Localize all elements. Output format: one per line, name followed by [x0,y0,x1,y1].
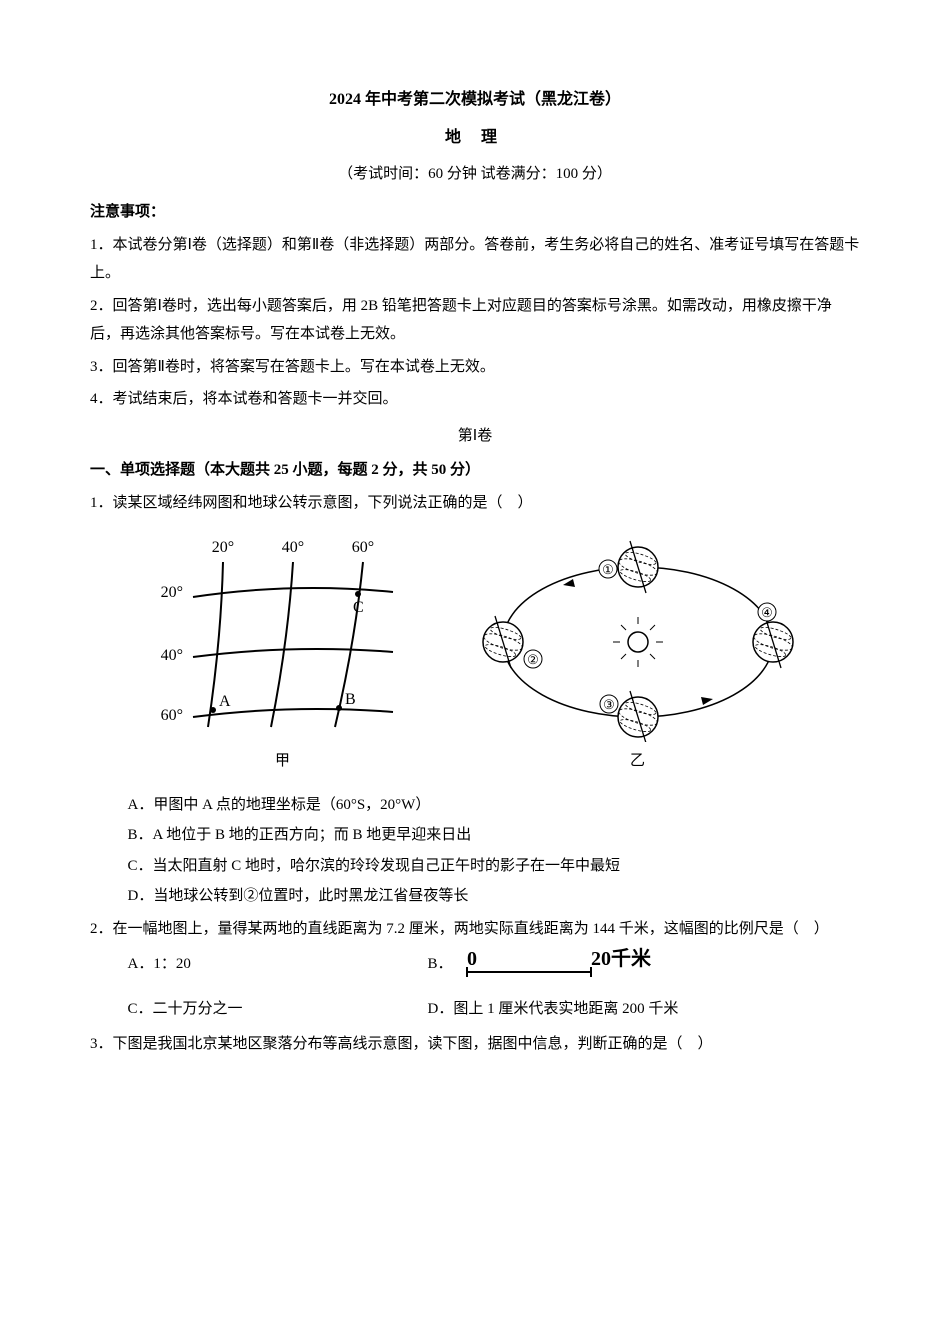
notice-item: 3．回答第Ⅱ卷时，将答案写在答题卡上。写在本试卷上无效。 [90,353,860,382]
question-1-stem: 1．读某区域经纬网图和地球公转示意图，下列说法正确的是（ ） [90,489,860,518]
q1-option-a: A．甲图中 A 点的地理坐标是（60°S，20°W） [128,791,861,820]
grid-diagram-caption: 甲 [275,747,290,776]
notice-item: 4．考试结束后，将本试卷和答题卡一并交回。 [90,385,860,414]
question-2-stem: 2．在一幅地图上，量得某两地的直线距离为 7.2 厘米，两地实际直线距离为 14… [90,915,860,944]
notice-heading: 注意事项： [90,198,860,227]
q2-option-d: D．图上 1 厘米代表实地距离 200 千米 [428,995,679,1024]
svg-text:①: ① [602,562,614,577]
svg-text:C: C [353,599,364,616]
svg-text:20千米: 20千米 [591,947,652,970]
q2-options-row2: C．二十万分之一 D．图上 1 厘米代表实地距离 200 千米 [128,995,861,1024]
exam-title: 2024 年中考第二次模拟考试（黑龙江卷） [90,85,860,115]
subject-title: 地 理 [90,123,860,153]
exam-info: （考试时间：60 分钟 试卷满分：100 分） [90,160,860,189]
grid-diagram-svg: 20° 40° 60° 20° 40° 60° C A B [153,532,413,742]
svg-text:20°: 20° [211,539,233,556]
question-1-figures: 20° 40° 60° 20° 40° 60° C A B 甲 [120,532,830,776]
svg-text:40°: 40° [160,647,182,664]
part-label: 第Ⅰ卷 [90,422,860,451]
svg-text:②: ② [527,652,539,667]
svg-text:60°: 60° [351,539,373,556]
svg-text:40°: 40° [281,539,303,556]
svg-text:0: 0 [467,948,477,970]
svg-text:④: ④ [761,605,773,620]
q2-options-row1: A．1：20 B． 0 20千米 [128,947,861,981]
q1-option-d: D．当地球公转到②位置时，此时黑龙江省昼夜等长 [128,882,861,911]
svg-text:60°: 60° [160,707,182,724]
q2-option-b: B． 0 20千米 [428,947,661,981]
svg-text:③: ③ [603,697,615,712]
svg-text:20°: 20° [160,584,182,601]
svg-text:A: A [219,693,231,710]
svg-text:B: B [345,691,356,708]
scale-bar-svg: 0 20千米 [461,947,661,981]
orbit-diagram-caption: 乙 [630,747,645,776]
notice-item: 1．本试卷分第Ⅰ卷（选择题）和第Ⅱ卷（非选择题）两部分。答卷前，考生务必将自己的… [90,231,860,288]
q2-option-c: C．二十万分之一 [128,995,428,1024]
q1-option-c: C．当太阳直射 C 地时，哈尔滨的玲玲发现自己正午时的影子在一年中最短 [128,852,861,881]
q2-option-a: A．1：20 [128,950,428,979]
grid-diagram: 20° 40° 60° 20° 40° 60° C A B 甲 [153,532,413,776]
section-title: 一、单项选择题（本大题共 25 小题，每题 2 分，共 50 分） [90,456,860,485]
q1-option-b: B．A 地位于 B 地的正西方向；而 B 地更早迎来日出 [128,821,861,850]
notice-item: 2．回答第Ⅰ卷时，选出每小题答案后，用 2B 铅笔把答题卡上对应题目的答案标号涂… [90,292,860,349]
question-3-stem: 3．下图是我国北京某地区聚落分布等高线示意图，读下图，据图中信息，判断正确的是（… [90,1030,860,1059]
orbit-diagram-svg: ① ② ③ [478,532,798,742]
orbit-diagram: ① ② ③ [478,532,798,776]
